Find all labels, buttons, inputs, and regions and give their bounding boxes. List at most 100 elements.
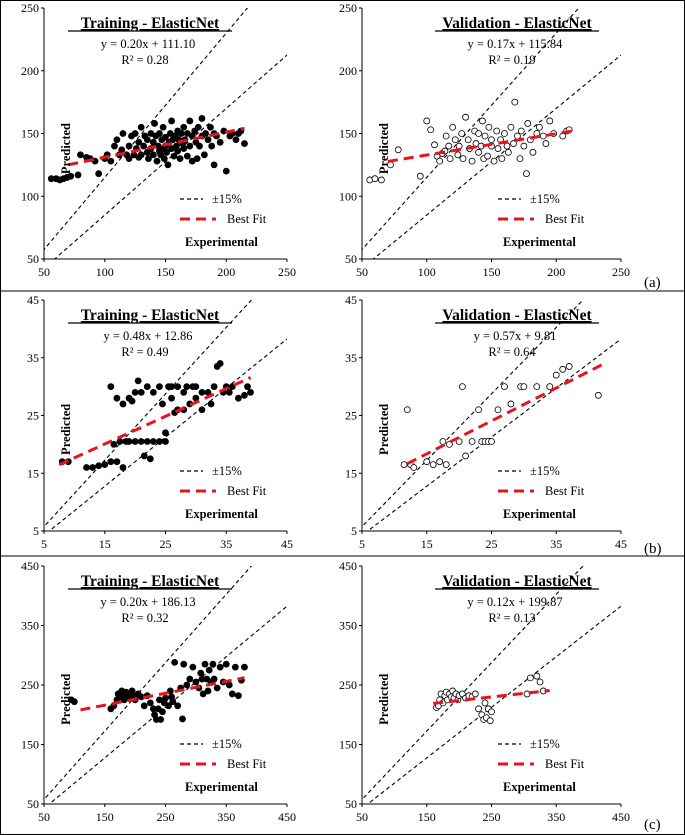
training-chart: 55 15 15 25 25 35 35 45 45 Training - ElasticNet y… (27, 293, 293, 551)
data-point (208, 142, 216, 150)
pm15-lines (44, 300, 287, 531)
data-point (546, 117, 554, 125)
data-point (95, 170, 103, 178)
data-point (539, 132, 547, 140)
y-axis-label: Predicted (377, 123, 391, 174)
data-point (194, 123, 202, 131)
data-point (455, 142, 463, 150)
data-point (488, 438, 495, 445)
pm15-line (362, 566, 584, 801)
data-point (119, 400, 127, 408)
data-point (210, 675, 218, 683)
data-point (162, 694, 169, 702)
data-point (67, 172, 75, 180)
data-point (153, 157, 161, 165)
x-tick-label: 250 (612, 265, 630, 279)
data-point (517, 127, 525, 135)
data-point (107, 383, 115, 391)
data-point (113, 394, 121, 402)
y-tick-label: 250 (21, 678, 39, 692)
data-point (207, 400, 215, 408)
data-point (180, 145, 188, 152)
data-point (165, 702, 172, 710)
data-point (156, 383, 163, 391)
x-tick-label: 200 (217, 265, 235, 279)
fit-equation: y = 0.20x + 111.10 (101, 37, 195, 51)
pm15-lines (362, 566, 621, 804)
y-tick-label: 5 (33, 524, 39, 538)
data-point (183, 383, 191, 391)
legend-pm15-label: ±15% (530, 737, 560, 751)
chart-title: Training - ElasticNet (81, 307, 220, 324)
legend-pm15-label: ±15% (212, 464, 242, 478)
r-squared: R² = 0.64 (488, 345, 536, 359)
data-point (131, 130, 139, 137)
data-point (507, 123, 515, 131)
x-tick-label: 5 (359, 537, 365, 551)
data-point (520, 383, 528, 391)
r-squared: R² = 0.49 (121, 345, 168, 359)
data-point (125, 438, 133, 445)
data-point (423, 117, 431, 125)
data-point (493, 127, 501, 135)
data-point (494, 406, 502, 414)
data-point (162, 429, 169, 437)
data-point (446, 155, 454, 163)
x-tick-label: 250 (278, 265, 296, 279)
data-point (170, 152, 178, 160)
data-point (475, 705, 482, 713)
x-tick-label: 45 (615, 537, 627, 551)
y-tick-label: 45 (27, 293, 39, 307)
data-point (113, 458, 121, 466)
data-point (436, 157, 444, 165)
data-point (119, 130, 127, 137)
x-tick-label: 150 (96, 810, 114, 824)
data-point (451, 136, 459, 144)
data-point (156, 130, 163, 137)
data-point (131, 388, 139, 396)
data-point (107, 458, 115, 466)
data-points (58, 360, 254, 471)
data-point (222, 660, 230, 668)
data-point (468, 157, 476, 165)
y-tick-label: 150 (21, 127, 39, 141)
x-tick-label: 450 (612, 810, 630, 824)
data-point (234, 394, 242, 402)
data-point (200, 151, 208, 159)
data-point (149, 151, 157, 159)
fit-equation: y = 0.17x + 115.84 (468, 37, 564, 51)
x-tick-label: 50 (356, 810, 368, 824)
x-tick-label: 50 (356, 265, 368, 279)
y-tick-label: 150 (21, 738, 39, 752)
data-point (198, 388, 206, 396)
pm15-lines (362, 300, 621, 531)
pm15-line (44, 566, 253, 801)
data-point (244, 383, 251, 391)
data-point (157, 716, 165, 723)
data-point (533, 672, 541, 680)
data-point (183, 681, 191, 689)
x-tick-label: 35 (220, 537, 232, 551)
pm15-line (48, 338, 287, 531)
data-point (423, 458, 431, 466)
y-axis-label: Predicted (59, 404, 73, 455)
pm15-line (48, 605, 287, 804)
data-point (394, 146, 402, 154)
data-point (479, 117, 486, 125)
data-point (174, 702, 182, 710)
x-tick-label: 450 (278, 810, 296, 824)
r-squared: R² = 0.13 (488, 611, 535, 625)
data-point (228, 690, 236, 698)
data-point (134, 377, 142, 385)
y-axis-label: Predicted (377, 404, 391, 455)
data-point (146, 699, 154, 707)
y-tick-label: 250 (21, 1, 39, 15)
data-point (559, 365, 567, 373)
data-point (125, 142, 133, 150)
data-point (149, 388, 157, 396)
data-point (241, 140, 248, 147)
data-point (171, 658, 179, 666)
y-tick-label: 100 (21, 189, 39, 203)
